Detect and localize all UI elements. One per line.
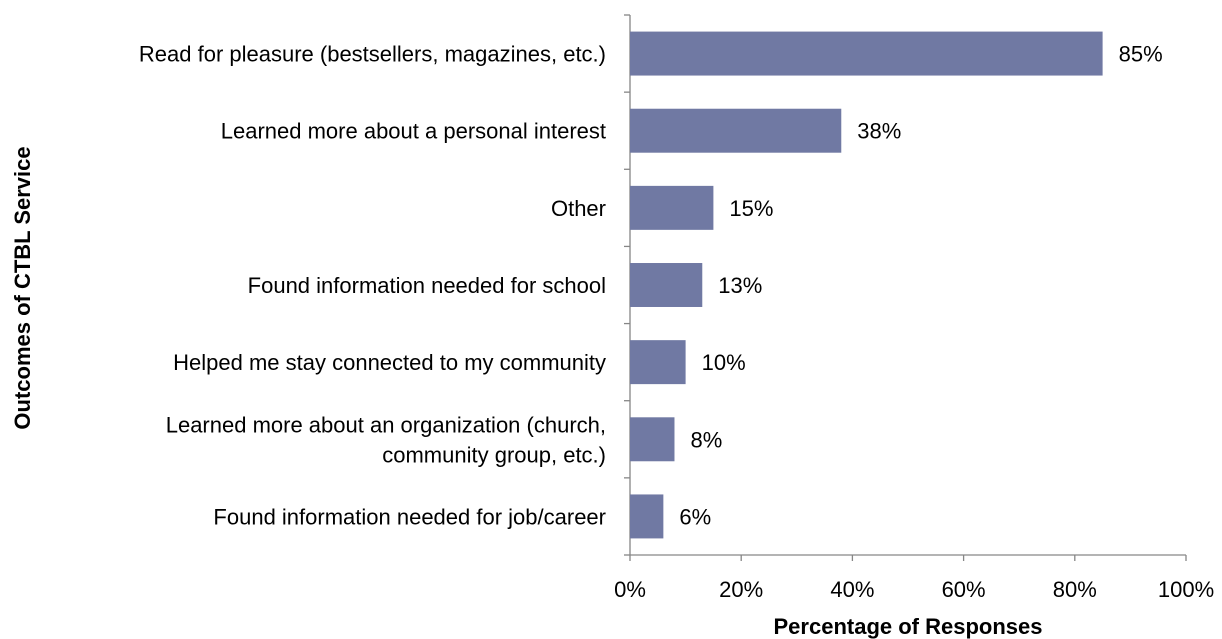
- bar: [630, 417, 675, 462]
- category-label-line: Helped me stay connected to my community: [173, 350, 606, 375]
- data-labels: 85% 38% 15% 13% 10% 8% 6%: [679, 42, 1162, 530]
- data-label: 85%: [1119, 42, 1163, 67]
- category-label-line: Other: [551, 196, 606, 221]
- category-label-line: Learned more about an organization (chur…: [166, 412, 606, 437]
- x-tick-label: 0%: [614, 577, 646, 602]
- data-label: 8%: [690, 427, 722, 452]
- data-label: 15%: [729, 196, 773, 221]
- data-label: 38%: [857, 119, 901, 144]
- x-tick-label: 100%: [1158, 577, 1214, 602]
- category-label: Found information needed for school: [248, 273, 606, 298]
- axes: [624, 14, 1187, 561]
- category-label-line: Learned more about a personal interest: [221, 119, 606, 144]
- data-label: 13%: [718, 273, 762, 298]
- data-label: 6%: [679, 504, 711, 529]
- x-tick-label: 80%: [1053, 577, 1097, 602]
- bar: [630, 494, 664, 539]
- category-label: Learned more about an organization (chur…: [166, 412, 606, 467]
- x-tick-labels: 0% 20% 40% 60% 80% 100%: [614, 577, 1214, 602]
- x-tick-label: 60%: [942, 577, 986, 602]
- category-label-line: Read for pleasure (bestsellers, magazine…: [139, 42, 606, 67]
- y-axis-title: Outcomes of CTBL Service: [10, 146, 35, 429]
- bar: [630, 340, 686, 385]
- category-label-line: community group, etc.): [382, 442, 606, 467]
- bar: [630, 185, 714, 230]
- bars: [630, 31, 1103, 539]
- category-label: Learned more about a personal interest: [221, 119, 606, 144]
- category-labels: Read for pleasure (bestsellers, magazine…: [139, 42, 606, 530]
- bar: [630, 263, 703, 307]
- category-label: Found information needed for job/career: [213, 504, 606, 529]
- data-label: 10%: [702, 350, 746, 375]
- category-label: Other: [551, 196, 606, 221]
- x-tick-label: 20%: [719, 577, 763, 602]
- category-label: Helped me stay connected to my community: [173, 350, 606, 375]
- bar: [630, 108, 842, 153]
- bar: [630, 31, 1103, 76]
- x-axis-title: Percentage of Responses: [774, 614, 1043, 639]
- category-label-line: Found information needed for school: [248, 273, 606, 298]
- category-label-line: Found information needed for job/career: [213, 504, 606, 529]
- category-label: Read for pleasure (bestsellers, magazine…: [139, 42, 606, 67]
- x-tick-label: 40%: [830, 577, 874, 602]
